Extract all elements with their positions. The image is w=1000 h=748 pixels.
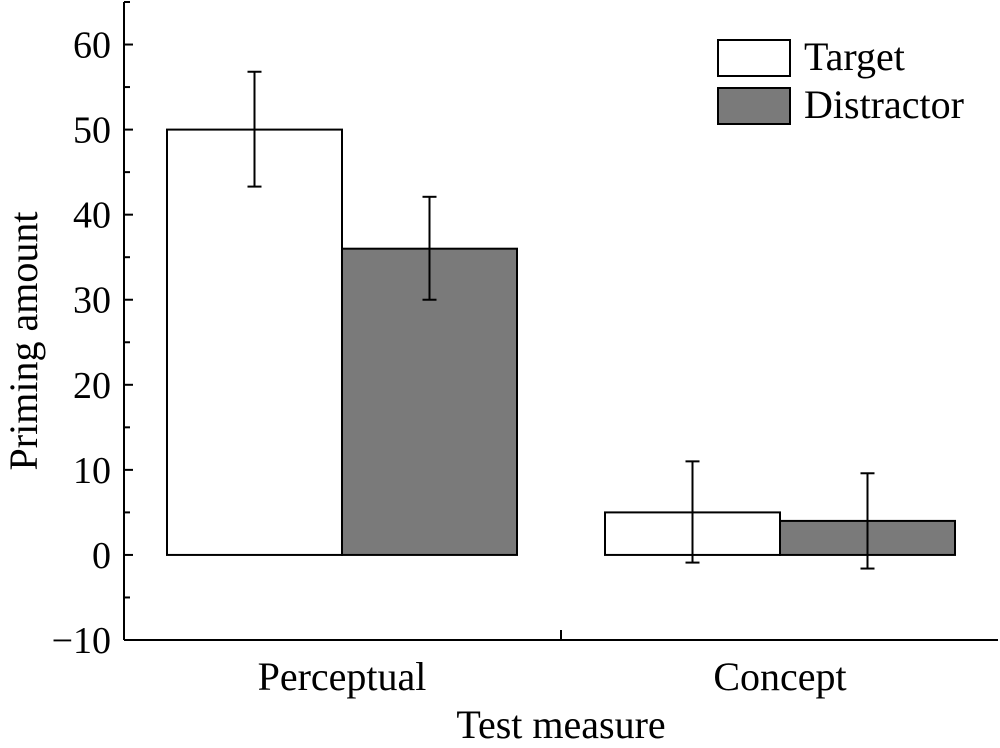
y-ticks-layer: −10 0 10 20 30 40 50 60: [52, 1, 133, 662]
legend-label-distractor: Distractor: [804, 82, 964, 127]
bars-layer: [166, 128, 956, 556]
y-tick-label: 60: [73, 25, 111, 67]
y-tick-label: 50: [73, 110, 111, 152]
legend-swatch-target: [717, 39, 791, 77]
y-tick-label: 30: [73, 280, 111, 322]
x-tick-label: Perceptual: [258, 654, 427, 699]
y-axis-title: Priming amount: [1, 212, 46, 471]
x-tick-label: Concept: [713, 654, 846, 699]
y-tick-label: 40: [73, 195, 111, 237]
legend-label-target: Target: [804, 34, 905, 79]
x-axis-title: Test measure: [456, 702, 665, 743]
x-ticks-layer: Perceptual Concept: [258, 630, 847, 699]
error-bars-layer: [247, 70, 875, 570]
y-tick-label: 0: [92, 535, 111, 577]
y-tick-label: 10: [73, 450, 111, 492]
legend-swatch-distractor: [717, 87, 791, 125]
y-tick-label: −10: [52, 620, 111, 662]
bar-target-perceptual: [166, 128, 343, 556]
y-tick-label: 20: [73, 365, 111, 407]
